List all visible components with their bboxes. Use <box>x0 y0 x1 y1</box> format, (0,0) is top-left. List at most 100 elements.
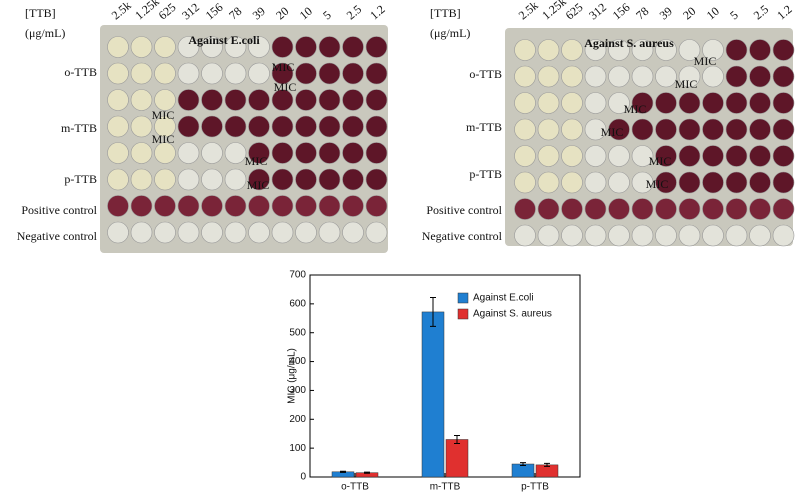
well <box>678 224 701 247</box>
well <box>631 65 654 88</box>
axis-header: [TTB] <box>25 6 56 20</box>
well <box>177 168 200 191</box>
well <box>130 195 153 217</box>
well <box>678 92 701 114</box>
well <box>678 145 701 167</box>
well <box>318 195 341 217</box>
well <box>514 171 536 194</box>
well <box>318 115 341 138</box>
well <box>725 39 748 61</box>
well <box>749 39 771 61</box>
concentration-label: 20 <box>680 4 698 22</box>
well <box>772 224 795 247</box>
well <box>295 221 317 244</box>
well <box>584 171 607 194</box>
x-tick-label: m-TTB <box>430 482 461 493</box>
well <box>537 171 560 194</box>
well <box>224 62 247 85</box>
well <box>342 36 364 58</box>
concentration-label: 1.2 <box>367 2 387 22</box>
row-label: p-TTB <box>64 172 97 186</box>
x-tick-label: p-TTB <box>521 482 549 493</box>
well <box>655 92 677 114</box>
concentration-label: 78 <box>226 4 244 22</box>
well <box>201 195 223 217</box>
well <box>702 39 724 61</box>
well <box>725 171 748 194</box>
well <box>514 65 536 88</box>
well <box>514 198 536 220</box>
well <box>342 89 364 111</box>
well <box>702 198 724 220</box>
well <box>295 142 317 164</box>
y-tick-label: 0 <box>300 472 306 483</box>
row-label: Negative control <box>422 229 503 243</box>
error-bar <box>364 471 370 474</box>
well <box>365 168 388 191</box>
well <box>561 198 583 220</box>
well <box>365 195 388 217</box>
row-label: o-TTB <box>64 65 97 79</box>
well <box>537 224 560 247</box>
well <box>295 89 317 111</box>
well <box>631 39 654 61</box>
well <box>130 62 153 85</box>
well <box>514 118 536 141</box>
well <box>224 195 247 217</box>
well <box>201 62 223 85</box>
mic-label: MIC <box>152 132 175 146</box>
well <box>749 118 771 141</box>
well <box>130 168 153 191</box>
well <box>342 168 364 191</box>
well <box>561 118 583 141</box>
well <box>772 65 795 88</box>
well <box>514 92 536 114</box>
legend-swatch <box>457 308 469 320</box>
well <box>271 195 294 217</box>
well <box>749 92 771 114</box>
well <box>655 65 677 88</box>
y-tick-label: 500 <box>289 327 306 338</box>
well <box>248 221 270 244</box>
well <box>772 171 795 194</box>
mic-label: MIC <box>152 108 175 122</box>
well <box>561 145 583 167</box>
plot-frame <box>309 274 581 478</box>
well <box>537 65 560 88</box>
well <box>772 145 795 167</box>
well <box>201 115 223 138</box>
unit-label: (μg/mL) <box>430 26 470 40</box>
well <box>608 118 630 141</box>
well <box>224 36 247 58</box>
well <box>177 89 200 111</box>
well <box>177 62 200 85</box>
well <box>248 62 270 85</box>
well <box>107 168 129 191</box>
well <box>154 115 176 138</box>
concentration-label: 39 <box>250 4 268 22</box>
well <box>271 221 294 244</box>
well <box>201 221 223 244</box>
well <box>224 89 247 111</box>
well <box>655 145 677 167</box>
well <box>201 142 223 164</box>
well <box>655 171 677 194</box>
well <box>271 62 294 85</box>
well <box>365 36 388 58</box>
y-tick-label: 400 <box>289 356 306 367</box>
well <box>702 224 724 247</box>
well <box>177 115 200 138</box>
well <box>678 65 701 88</box>
well <box>608 92 630 114</box>
concentration-label: 312 <box>586 0 609 22</box>
legend-label: Against S. aureus <box>473 309 552 320</box>
well <box>154 36 176 58</box>
well <box>342 115 364 138</box>
well <box>631 171 654 194</box>
mic-label: MIC <box>274 80 297 94</box>
well <box>631 118 654 141</box>
mic-label: MIC <box>646 177 669 191</box>
well <box>537 118 560 141</box>
well <box>224 221 247 244</box>
